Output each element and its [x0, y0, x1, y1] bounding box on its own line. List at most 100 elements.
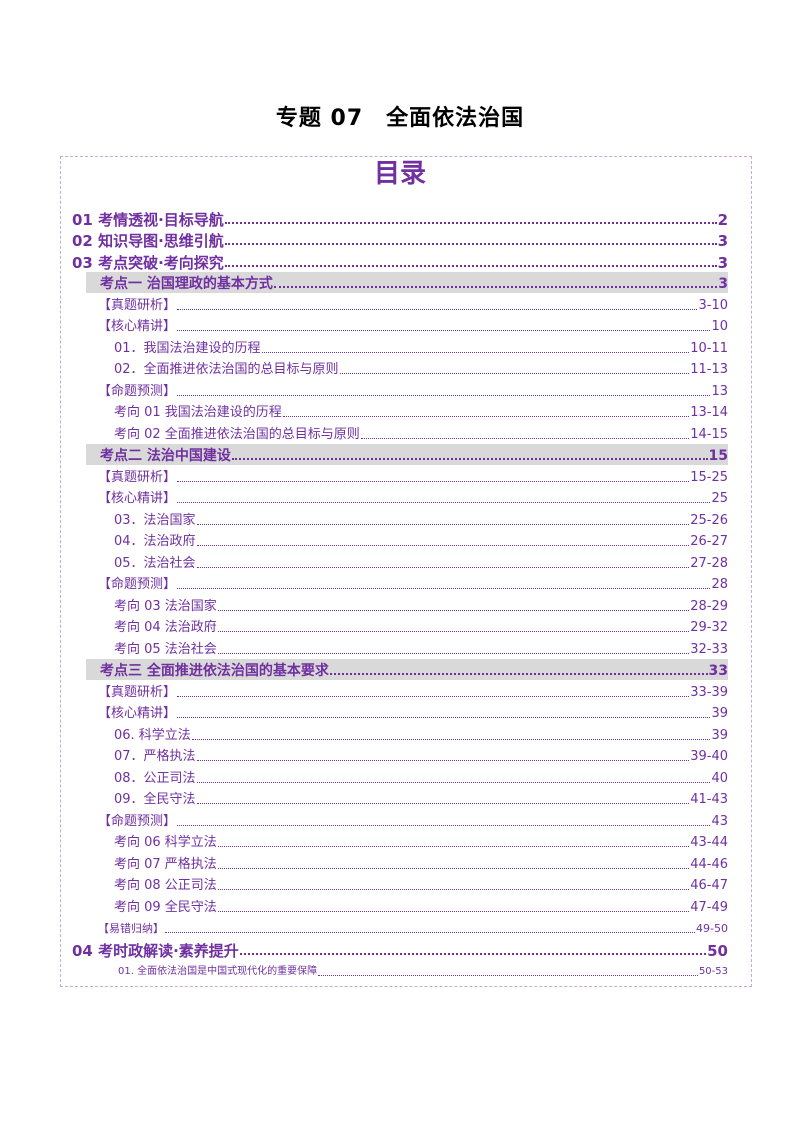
- dot-leader: [177, 394, 711, 396]
- toc-entry[interactable]: 09．全民守法 41-43: [72, 788, 728, 810]
- toc-entry-label: 07．严格执法: [114, 749, 196, 764]
- toc-entry[interactable]: 02．全面推进依法治国的总目标与原则 11-13: [72, 358, 728, 380]
- dot-leader: [224, 264, 717, 267]
- toc-entry-label: 04．法治政府: [114, 534, 196, 549]
- toc-entry-page: 10: [711, 319, 728, 334]
- toc-entry[interactable]: 考向 07 严格执法 44-46: [72, 852, 728, 874]
- dot-leader: [196, 523, 690, 525]
- toc-entry-page: 25: [711, 491, 728, 506]
- toc-entry[interactable]: 考向 03 法治国家 28-29: [72, 594, 728, 616]
- toc-entry-page: 27-28: [690, 555, 728, 571]
- dot-leader: [282, 416, 690, 417]
- toc-entry[interactable]: 考点二 法治中国建设 15: [86, 443, 728, 465]
- toc-entry[interactable]: 【核心精讲】 39: [72, 702, 728, 724]
- toc-entry[interactable]: 考向 01 我国法治建设的历程 13-14: [72, 401, 728, 423]
- dot-leader: [196, 803, 690, 804]
- toc-entry-label: 考点二 法治中国建设: [100, 448, 231, 464]
- toc-entry[interactable]: 【真题研析】 3-10: [72, 293, 728, 315]
- toc-entry[interactable]: 08．公正司法 40: [72, 766, 728, 788]
- toc-entry-page: 13: [711, 383, 728, 399]
- toc-entry-page: 33: [708, 663, 728, 679]
- toc-entry-page: 50-53: [698, 966, 728, 977]
- toc-entry-label: 【真题研析】: [98, 297, 177, 313]
- toc-entry-page: 3: [717, 232, 728, 250]
- toc-entry-label: 02．全面推进依法治国的总目标与原则: [114, 362, 339, 377]
- document-title: 专题 07 全面依法治国: [275, 106, 525, 131]
- toc-entry[interactable]: 06. 科学立法 39: [72, 723, 728, 745]
- toc-entry-label: 【真题研析】: [98, 684, 177, 700]
- toc-entry[interactable]: 考向 09 全民守法 47-49: [72, 895, 728, 917]
- toc-entry[interactable]: 【核心精讲】 10: [72, 315, 728, 337]
- toc-entry[interactable]: 03 考点突破·考向探究 3: [72, 250, 728, 272]
- toc-entry[interactable]: 考向 08 公正司法 46-47: [72, 874, 728, 896]
- toc-entry[interactable]: 04．法治政府 26-27: [72, 530, 728, 552]
- toc-entry[interactable]: 02 知识导图·思维引航 3: [72, 229, 728, 250]
- toc-entry-page: 39: [711, 706, 728, 721]
- dot-leader: [217, 652, 690, 654]
- toc-entry[interactable]: 【命题预测】 43: [72, 809, 728, 831]
- dot-leader: [177, 588, 711, 589]
- dot-leader: [196, 781, 711, 783]
- toc-entry-label: 02 知识导图·思维引航: [72, 232, 224, 250]
- toc-entry-label: 03 考点突破·考向探究: [72, 253, 224, 272]
- dot-leader: [177, 502, 711, 503]
- toc-entry-page: 2: [717, 210, 728, 229]
- toc-entry-label: 08．公正司法: [114, 770, 196, 786]
- toc-entry[interactable]: 05．法治社会 27-28: [72, 551, 728, 573]
- toc-entry[interactable]: 01 考情透视·目标导航 2: [72, 207, 728, 229]
- toc-entry-label: 考向 09 全民守法: [114, 899, 217, 915]
- table-of-contents: 01 考情透视·目标导航 2 02 知识导图·思维引航 3 03 考点突破·考向探究 3 考…: [72, 207, 728, 981]
- toc-entry[interactable]: 考向 06 科学立法 43-44: [72, 831, 728, 853]
- toc-entry-label: 03．法治国家: [114, 512, 196, 528]
- toc-entry-label: 考点三 全面推进依法治国的基本要求: [100, 663, 329, 679]
- toc-entry-label: 01．我国法治建设的历程: [114, 340, 261, 356]
- toc-entry-label: 【核心精讲】: [98, 319, 177, 334]
- toc-entry-label: 考向 05 法治社会: [114, 641, 217, 657]
- toc-entry[interactable]: 考向 04 法治政府 29-32: [72, 616, 728, 638]
- toc-entry[interactable]: 考向 02 全面推进依法治国的总目标与原则 14-15: [72, 422, 728, 444]
- toc-entry-page: 41-43: [690, 792, 728, 807]
- dot-leader: [196, 760, 690, 761]
- toc-entry-label: 【易错归纳】: [98, 922, 164, 935]
- toc-entry-page: 33-39: [690, 684, 728, 700]
- toc-entry[interactable]: 【真题研析】 33-39: [72, 680, 728, 702]
- dot-leader: [224, 243, 717, 245]
- toc-entry-page: 29-32: [690, 620, 728, 635]
- toc-entry-label: 【命题预测】: [98, 383, 177, 399]
- toc-entry-label: 04 考时政解读·素养提升: [72, 941, 239, 960]
- dot-leader: [177, 695, 690, 697]
- toc-entry[interactable]: 考向 05 法治社会 32-33: [72, 637, 728, 659]
- toc-entry[interactable]: 01. 全面依法治国是中国式现代化的重要保障 50-53: [72, 960, 728, 982]
- toc-entry-label: 【命题预测】: [98, 577, 177, 592]
- dot-leader: [217, 867, 690, 869]
- toc-entry-page: 46-47: [690, 878, 728, 893]
- toc-entry[interactable]: 03．法治国家 25-26: [72, 508, 728, 530]
- toc-entry-page: 39: [711, 727, 728, 743]
- toc-entry-label: 考向 08 公正司法: [114, 878, 217, 893]
- toc-entry-label: 06. 科学立法: [114, 727, 191, 743]
- dot-leader: [231, 458, 708, 460]
- dot-leader: [318, 975, 698, 976]
- toc-entry-page: 39-40: [690, 749, 728, 764]
- dot-leader: [177, 308, 698, 310]
- toc-entry[interactable]: 考点一 治国理政的基本方式 3: [86, 271, 728, 293]
- toc-entry-label: 01. 全面依法治国是中国式现代化的重要保障: [118, 966, 318, 977]
- toc-entry[interactable]: 考点三 全面推进依法治国的基本要求 33: [86, 658, 728, 680]
- dot-leader: [177, 824, 711, 826]
- toc-entry-label: 考向 07 严格执法: [114, 856, 217, 872]
- toc-entry[interactable]: 【核心精讲】 25: [72, 487, 728, 509]
- toc-entry[interactable]: 01．我国法治建设的历程 10-11: [72, 336, 728, 358]
- toc-entry-page: 15: [708, 448, 728, 464]
- toc-entry[interactable]: 【真题研析】 15-25: [72, 465, 728, 487]
- toc-entry[interactable]: 04 考时政解读·素养提升 50: [72, 938, 728, 960]
- dot-leader: [217, 910, 690, 912]
- dot-leader: [191, 738, 711, 740]
- toc-entry[interactable]: 【命题预测】 13: [72, 379, 728, 401]
- toc-entry[interactable]: 【易错归纳】 49-50: [72, 917, 728, 939]
- dot-leader: [239, 952, 707, 955]
- toc-entry[interactable]: 【命题预测】 28: [72, 573, 728, 595]
- dot-leader: [261, 351, 690, 353]
- toc-entry-label: 01 考情透视·目标导航: [72, 210, 224, 229]
- toc-entry[interactable]: 07．严格执法 39-40: [72, 745, 728, 767]
- toc-entry-page: 28: [711, 577, 728, 592]
